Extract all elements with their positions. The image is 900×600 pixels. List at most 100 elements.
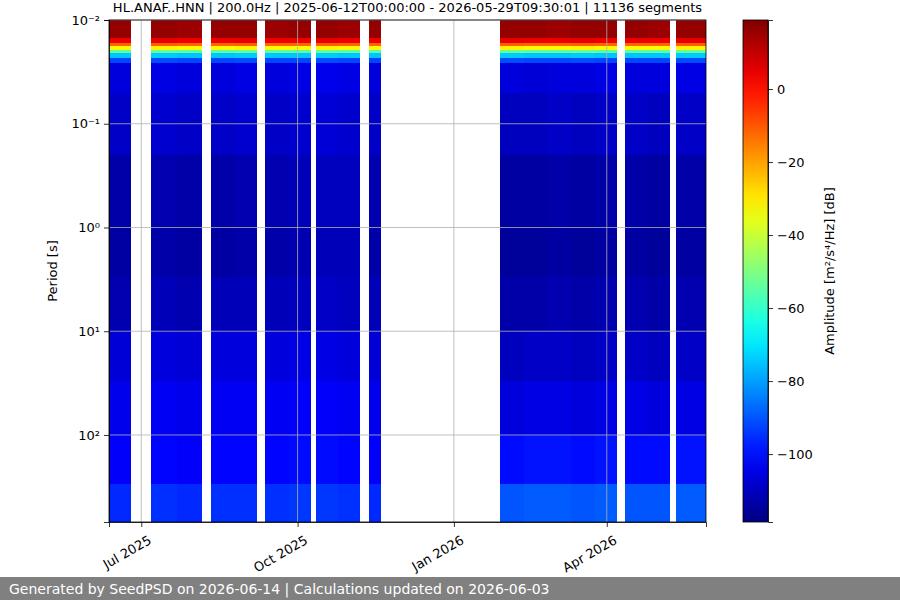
tick-label: 10⁰ [78, 220, 100, 235]
heatmap-cell [316, 53, 338, 57]
heatmap-cell [500, 58, 524, 64]
axis-line [769, 21, 774, 523]
heatmap-cell [265, 46, 289, 50]
heatmap-cell [235, 43, 257, 47]
heatmap-cell [151, 277, 176, 331]
heatmap-cell [211, 227, 235, 276]
heatmap-cell [109, 227, 131, 276]
tick: −40 [768, 228, 804, 243]
heatmap-cell [500, 155, 524, 228]
heatmap-cell [547, 53, 571, 57]
heatmap-cell [524, 50, 548, 53]
heatmap-cell [235, 20, 257, 38]
heatmap-cell [676, 50, 706, 53]
heatmap-cell [648, 53, 670, 57]
heatmap-cell [648, 484, 670, 522]
heatmap-cell [595, 277, 617, 331]
grid-line [141, 20, 142, 522]
heatmap-cell [289, 38, 311, 42]
heatmap-cell [648, 277, 670, 331]
colorbar-axis: −100−80−60−40−200 [768, 21, 813, 523]
heatmap-cell [571, 381, 595, 435]
heatmap-cell [338, 227, 360, 276]
heatmap-cell [316, 484, 338, 522]
heatmap-cell [289, 20, 311, 38]
heatmap-cell [524, 20, 548, 38]
heatmap-cell [369, 381, 381, 435]
tick-mark [104, 227, 109, 228]
heatmap-cell [211, 435, 235, 484]
heatmap-cell [177, 155, 202, 228]
heatmap-cell [265, 50, 289, 53]
heatmap-cell [211, 50, 235, 53]
tick-label: 10² [78, 428, 100, 443]
heatmap-cell [648, 381, 670, 435]
tick-mark [104, 435, 109, 436]
heatmap-cell [500, 43, 524, 47]
tick-label: Apr 2026 [560, 532, 619, 575]
tick: Apr 2026 [560, 522, 619, 575]
heatmap-cell [369, 331, 381, 380]
tick-mark [298, 522, 299, 527]
heatmap-cell [524, 277, 548, 331]
tick-label: 10⁻² [71, 13, 100, 28]
heatmap-cell [595, 435, 617, 484]
heatmap-cell [595, 43, 617, 47]
heatmap-cell [316, 277, 338, 331]
tick: −20 [768, 155, 804, 170]
heatmap-cell [177, 50, 202, 53]
heatmap-cell [500, 46, 524, 50]
heatmap-cell [235, 46, 257, 50]
heatmap-cell [676, 63, 706, 92]
heatmap-cell [524, 43, 548, 47]
tick-label: 0 [777, 82, 785, 97]
heatmap-cell [547, 435, 571, 484]
heatmap-cell [369, 155, 381, 228]
heatmap-cell [369, 53, 381, 57]
heatmap-cell [177, 38, 202, 42]
heatmap-cell [571, 277, 595, 331]
heatmap-cell [289, 435, 311, 484]
heatmap-cell [571, 53, 595, 57]
heatmap-cell [338, 53, 360, 57]
heatmap-cell [500, 331, 524, 380]
tick: 0 [768, 82, 785, 97]
heatmap-cell [151, 381, 176, 435]
heatmap-cell [500, 381, 524, 435]
heatmap-cell [265, 331, 289, 380]
heatmap-cell [235, 50, 257, 53]
heatmap-cell [316, 43, 338, 47]
chart: Jul 2025Oct 2025Jan 2026Apr 202610⁻²10⁻¹… [0, 0, 900, 600]
heatmap-cell [547, 43, 571, 47]
heatmap-cell [524, 227, 548, 276]
tick: 10⁻¹ [71, 116, 109, 131]
grid-line [453, 20, 454, 522]
heatmap-cell [676, 20, 706, 38]
heatmap-cell [676, 43, 706, 47]
heatmap-cell [595, 38, 617, 42]
heatmap-cell [338, 381, 360, 435]
heatmap-cell [625, 484, 647, 522]
heatmap-cell [625, 38, 647, 42]
tick: Jan 2026 [408, 522, 466, 575]
heatmap-cell [316, 38, 338, 42]
heatmap-cell [289, 227, 311, 276]
heatmap-cell [109, 331, 131, 380]
heatmap-cell [235, 435, 257, 484]
heatmap-cell [625, 381, 647, 435]
heatmap-cell [625, 58, 647, 64]
tick-mark [104, 124, 109, 125]
heatmap-cell [676, 435, 706, 484]
heatmap-cell [109, 381, 131, 435]
heatmap-cell [151, 58, 176, 64]
tick: 10⁻² [71, 13, 109, 28]
heatmap-cell [289, 43, 311, 47]
colorbar-title: Amplitude [m²/s⁴/Hz] [dB] [822, 187, 837, 355]
heatmap-cell [500, 435, 524, 484]
heatmap-cell [265, 227, 289, 276]
heatmap-cell [369, 50, 381, 53]
heatmap-cell [338, 63, 360, 92]
heatmap-cell [648, 38, 670, 42]
heatmap-cell [571, 43, 595, 47]
heatmap-cell [109, 435, 131, 484]
